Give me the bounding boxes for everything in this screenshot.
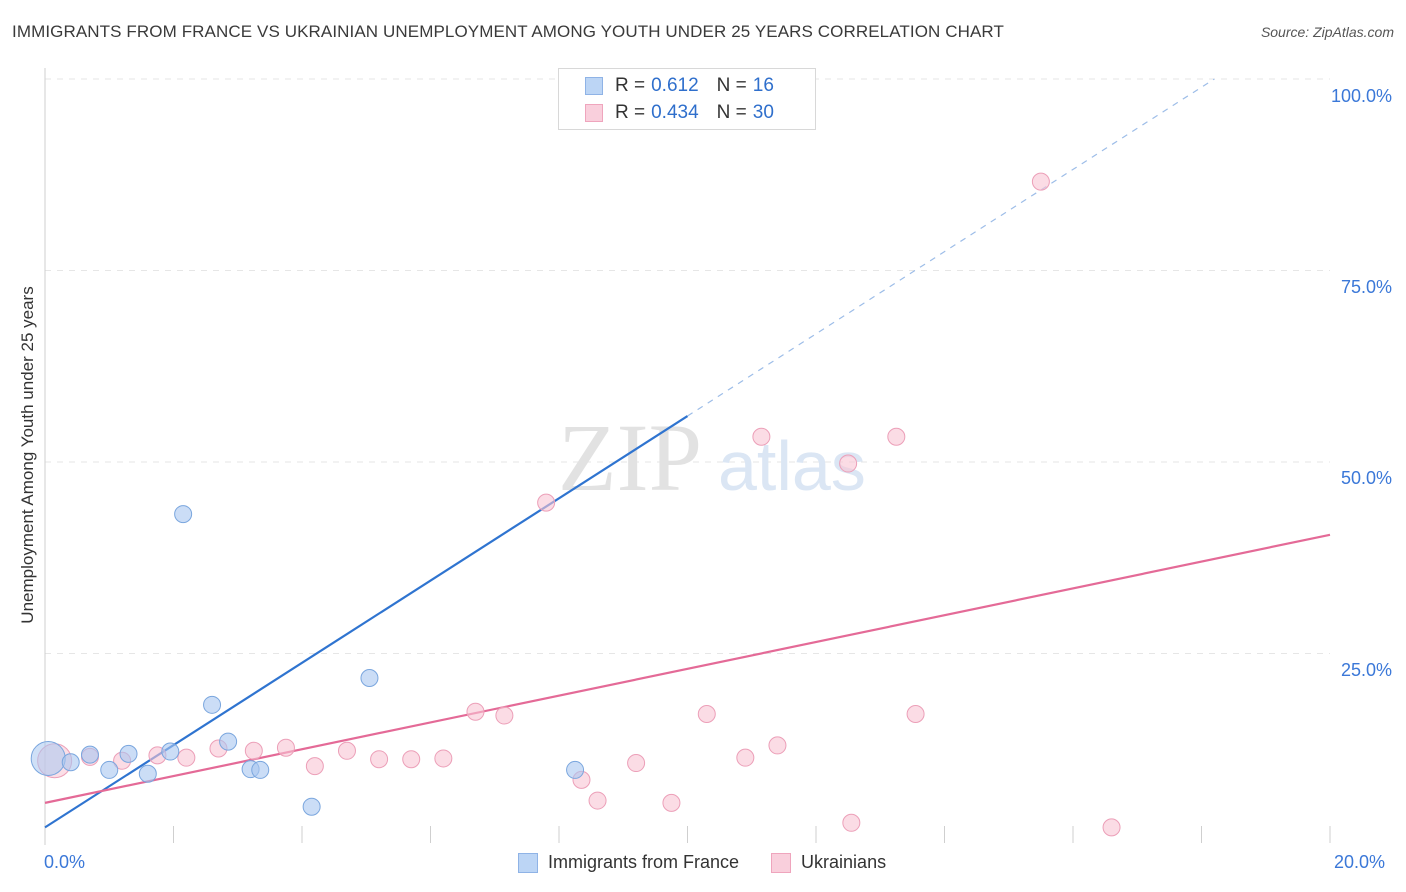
ukrainian-point — [839, 454, 858, 473]
france-point — [251, 760, 270, 779]
legend-n-label: N = — [716, 75, 747, 96]
chart-title: IMMIGRANTS FROM FRANCE VS UKRAINIAN UNEM… — [12, 22, 1004, 41]
ukrainian-point — [887, 427, 906, 446]
legend-swatch-france — [518, 852, 538, 873]
axes — [44, 68, 1331, 845]
legend-label-ukrainians: Ukrainians — [801, 852, 887, 872]
x-tick-label: 0.0% — [44, 852, 86, 872]
grid-lines — [45, 78, 1330, 654]
y-tick-label: 50.0% — [1340, 468, 1392, 488]
y-tick-label: 75.0% — [1340, 277, 1392, 297]
x-tick-label: 20.0% — [1334, 852, 1386, 872]
ukrainian-point — [736, 748, 755, 767]
ukrainian-point — [402, 750, 421, 769]
france-point — [203, 695, 222, 714]
ukrainian-point — [434, 749, 453, 768]
ukrainian-point — [537, 493, 556, 512]
france-point — [174, 505, 193, 524]
legend-n-label: N = — [716, 102, 747, 123]
watermark: ZIP atlas — [558, 404, 866, 511]
france-point — [61, 753, 80, 772]
ukrainian-point — [768, 736, 787, 755]
ukrainian-point — [495, 706, 514, 725]
france-point — [138, 764, 157, 783]
ukrainian-point — [906, 705, 925, 724]
source-label: Source: ZipAtlas.com — [1260, 24, 1394, 40]
y-axis-label: Unemployment Among Youth under 25 years — [18, 286, 37, 624]
ukrainian-point — [842, 813, 861, 832]
legend-r-value: 0.612 — [651, 75, 699, 96]
legend-swatch-france — [585, 77, 603, 95]
legend-item-france[interactable]: Immigrants from France — [518, 852, 739, 873]
legend-label-france: Immigrants from France — [548, 852, 740, 872]
ukrainian-point — [662, 793, 681, 812]
ukrainian-point — [1102, 818, 1121, 837]
correlation-legend: R = 0.612 N = 16 R = 0.434 N = 30 — [558, 68, 816, 130]
france-point — [302, 797, 321, 816]
series-legend: Immigrants from France Ukrainians — [518, 852, 918, 873]
legend-swatch-ukrainians — [585, 104, 603, 122]
ukrainian-point — [588, 791, 607, 810]
legend-n-value: 30 — [752, 102, 774, 123]
ukrainian-point — [276, 738, 295, 757]
legend-r-value: 0.434 — [651, 102, 699, 123]
france-point — [219, 732, 238, 751]
y-tick-label: 100.0% — [1330, 86, 1392, 106]
france-point — [566, 760, 585, 779]
trend-line-0 — [44, 415, 689, 829]
data-points — [30, 70, 1121, 837]
ukrainian-point — [177, 748, 196, 767]
france-point — [360, 669, 379, 688]
legend-r-label: R = — [615, 75, 646, 96]
ukrainian-point — [627, 754, 646, 773]
y-tick-label: 25.0% — [1340, 660, 1392, 680]
ukrainian-point — [305, 757, 324, 776]
legend-row-france: R = 0.612 N = 16 — [585, 73, 774, 99]
legend-row-ukrainians: R = 0.434 N = 30 — [585, 100, 774, 126]
ukrainian-point — [370, 750, 389, 769]
france-point — [119, 744, 138, 763]
ukrainian-point — [244, 741, 263, 760]
legend-swatch-ukrainians — [771, 852, 792, 873]
france-point — [80, 745, 99, 764]
ukrainian-point — [337, 741, 356, 760]
legend-item-ukrainians[interactable]: Ukrainians — [771, 852, 886, 873]
france-point — [30, 740, 66, 776]
france-point — [100, 760, 119, 779]
legend-n-value: 16 — [752, 75, 774, 96]
legend-r-label: R = — [615, 102, 646, 123]
ukrainian-point — [752, 427, 771, 446]
ukrainian-point — [466, 702, 485, 721]
ukrainian-point — [1031, 172, 1050, 191]
france-point — [161, 742, 180, 761]
trend-line-1 — [44, 533, 1331, 804]
ukrainian-point — [697, 705, 716, 724]
trend-line-extension-0 — [687, 78, 1215, 417]
